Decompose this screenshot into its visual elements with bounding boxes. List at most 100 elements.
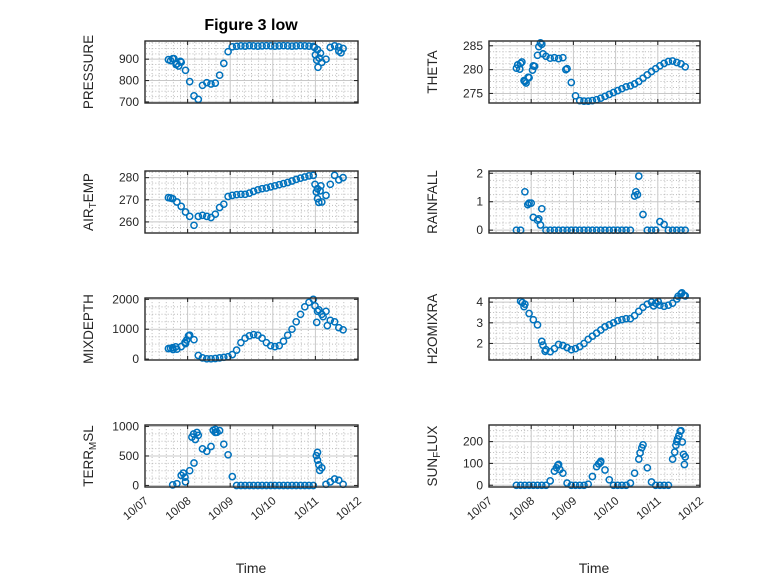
data-point-marker [622, 82, 630, 91]
data-point-marker [330, 171, 339, 180]
x-tick-label: 10/08 [164, 495, 194, 523]
data-point-marker [556, 465, 564, 474]
data-point-marker [224, 192, 232, 201]
data-point-marker [262, 184, 271, 192]
data-point-marker [310, 43, 319, 52]
figure-title: Figure 3 low [204, 17, 298, 34]
data-point-marker [681, 62, 690, 71]
y-axis-label-mixdepth: MIXDEPTH [81, 294, 96, 364]
data-point-marker [185, 77, 194, 86]
data-point-marker [191, 435, 200, 444]
data-point-marker [292, 42, 301, 50]
data-point-marker [518, 58, 526, 66]
y-axis-label-h2omixra: H2OMIXRA [425, 294, 440, 365]
data-point-marker [207, 354, 215, 363]
axis-ticks [144, 41, 359, 103]
y-tick-label: 700 [119, 95, 139, 109]
data-point-marker [330, 317, 339, 326]
y-tick-label: 2000 [112, 292, 139, 306]
data-point-marker [633, 190, 642, 199]
data-point-marker [330, 475, 339, 483]
data-point-marker [179, 469, 188, 477]
data-point-marker [237, 190, 245, 199]
axis-ticks [144, 298, 359, 360]
y-tick-label: 0 [476, 478, 483, 492]
data-point-marker [618, 315, 626, 324]
data-point-marker [541, 347, 549, 356]
scatter-series [164, 41, 347, 104]
data-point-marker [651, 481, 660, 490]
data-point-marker [518, 298, 527, 307]
data-point-marker [639, 210, 647, 219]
data-point-marker [533, 321, 542, 329]
x-tick-label: 10/11 [635, 495, 664, 522]
data-point-marker [271, 42, 279, 50]
data-point-marker [181, 478, 190, 486]
data-point-marker [326, 43, 335, 52]
minor-grid [490, 426, 699, 486]
data-point-marker [317, 181, 325, 190]
subplot-pressure: 700 800 900 PRESSURE [81, 35, 359, 109]
y-tick-label: 800 [119, 74, 139, 88]
data-point-marker [326, 180, 335, 189]
data-point-marker [168, 481, 177, 489]
data-point-marker [675, 431, 683, 440]
x-tick-label: 10/10 [592, 495, 622, 523]
data-point-marker [554, 340, 563, 349]
minor-grid [146, 42, 357, 102]
x-tick-label: 10/11 [292, 495, 321, 522]
plot-area [145, 41, 358, 103]
data-point-marker [241, 42, 249, 50]
y-tick-label: 260 [119, 215, 139, 229]
data-point-marker [241, 190, 249, 199]
data-point-marker [283, 42, 292, 50]
data-point-marker [215, 71, 224, 80]
data-point-marker [258, 184, 266, 193]
data-point-marker [529, 481, 538, 490]
data-point-marker [322, 191, 330, 200]
data-point-marker [313, 456, 322, 464]
data-point-marker [524, 73, 533, 82]
data-point-marker [182, 336, 191, 344]
data-point-marker [594, 460, 603, 468]
data-point-marker [605, 90, 614, 99]
data-point-marker [339, 325, 347, 334]
data-point-marker [258, 334, 266, 343]
data-point-marker [596, 458, 605, 467]
data-point-marker [288, 325, 296, 334]
data-point-marker [550, 344, 559, 353]
data-point-marker [676, 427, 685, 435]
data-point-marker [580, 97, 588, 105]
data-point-marker [575, 481, 584, 490]
subplots-container: 700 800 900 PRESSURE 275 280 285 THETA 260 270 280… [81, 35, 706, 523]
data-point-marker [249, 481, 258, 490]
data-point-marker [279, 179, 288, 188]
data-point-marker [533, 481, 542, 490]
plot-area [145, 171, 358, 233]
axis-ticks [488, 298, 701, 360]
data-point-marker [292, 175, 301, 184]
data-point-marker [262, 481, 271, 490]
data-point-marker [339, 173, 347, 182]
data-point-marker [536, 221, 545, 229]
data-point-marker [322, 55, 330, 64]
data-point-marker [237, 338, 245, 347]
x-tick-label: 10/12 [676, 495, 706, 523]
data-point-marker [300, 173, 309, 181]
data-point-marker [323, 321, 332, 330]
data-point-marker [228, 472, 237, 481]
axis-ticks [488, 425, 701, 487]
data-point-marker [678, 438, 687, 446]
data-point-marker [534, 42, 543, 51]
subplot-theta: 275 280 285 THETA [425, 39, 701, 105]
data-point-marker [258, 42, 266, 50]
data-point-marker [521, 187, 529, 196]
data-point-marker [567, 481, 576, 490]
data-point-marker [193, 428, 201, 437]
data-point-marker [588, 472, 597, 481]
data-point-marker [241, 481, 249, 490]
data-point-marker [613, 481, 622, 490]
data-point-marker [609, 481, 618, 490]
y-tick-label: 1000 [112, 322, 139, 336]
scatter-series [168, 425, 347, 490]
